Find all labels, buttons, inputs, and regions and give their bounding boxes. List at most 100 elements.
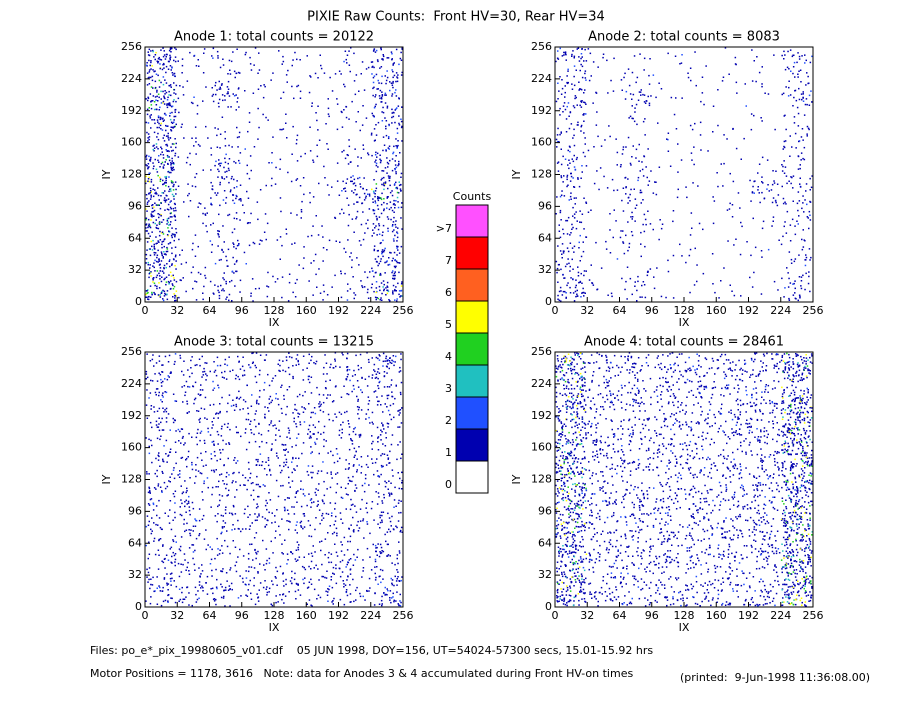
count-dot (575, 227, 578, 230)
count-dot (580, 88, 583, 91)
count-dot (776, 183, 779, 185)
count-dot (174, 235, 176, 238)
count-dot (310, 578, 312, 581)
count-dot (160, 195, 162, 197)
count-dot (325, 123, 327, 125)
count-dot (560, 132, 562, 134)
count-dot (159, 538, 162, 540)
count-dot (243, 369, 246, 372)
count-dot (378, 95, 381, 97)
count-dot (387, 137, 390, 140)
count-dot (382, 55, 385, 58)
count-dot (640, 191, 643, 194)
count-dot (210, 154, 213, 156)
count-dot (792, 105, 794, 107)
count-dot (168, 102, 171, 104)
count-dot (158, 155, 160, 157)
count-dot (566, 176, 568, 178)
count-dot (607, 92, 609, 94)
count-dot (383, 209, 385, 212)
count-dot (384, 117, 386, 119)
count-dot (211, 185, 214, 187)
count-dot (332, 600, 334, 602)
count-dot (146, 389, 148, 391)
count-dot (354, 454, 356, 457)
count-dot (392, 224, 394, 226)
count-dot (204, 442, 206, 444)
count-dot (622, 242, 625, 244)
count-dot (340, 424, 342, 426)
count-dot (167, 243, 170, 245)
count-dot (381, 595, 383, 598)
count-dot (211, 243, 213, 246)
count-dot (248, 244, 251, 247)
count-dot (590, 264, 592, 266)
count-dot (161, 528, 163, 531)
count-dot (165, 182, 167, 184)
count-dot (373, 209, 376, 212)
count-dot (556, 271, 558, 274)
count-dot (300, 520, 303, 523)
count-dot (147, 226, 149, 229)
count-dot (332, 454, 334, 457)
count-dot (275, 434, 277, 436)
count-dot (174, 490, 177, 492)
count-dot (371, 442, 373, 445)
count-dot (218, 494, 221, 496)
count-dot (797, 191, 800, 193)
count-dot (327, 413, 330, 416)
count-dot (578, 247, 580, 249)
count-dot (315, 494, 317, 496)
count-dot (234, 76, 236, 79)
count-dot (271, 443, 273, 445)
count-dot (371, 448, 373, 450)
count-dot (153, 540, 155, 542)
count-dot (247, 558, 250, 560)
count-dot (249, 543, 251, 546)
count-dot (223, 290, 225, 292)
count-dot (373, 363, 376, 366)
count-dot (159, 63, 161, 65)
count-dot (294, 558, 297, 560)
count-dot (257, 458, 259, 461)
count-dot (267, 459, 270, 461)
count-dot (782, 92, 785, 95)
count-dot (577, 178, 579, 180)
count-dot (385, 120, 388, 122)
count-dot (393, 600, 395, 603)
count-dot (589, 52, 592, 55)
count-dot (386, 372, 388, 374)
count-dot (308, 353, 310, 356)
count-dot (157, 115, 160, 117)
count-dot (691, 128, 694, 131)
count-dot (382, 149, 384, 152)
count-dot (384, 485, 387, 488)
count-dot (380, 258, 382, 260)
count-dot (379, 154, 381, 156)
x-tick-label: 64 (203, 609, 217, 622)
count-dot (569, 180, 572, 182)
count-dot (245, 528, 247, 530)
count-dot (289, 521, 291, 523)
count-dot (392, 80, 394, 83)
count-dot (798, 140, 801, 142)
count-dot (172, 539, 174, 541)
count-dot (310, 560, 313, 563)
count-dot (155, 191, 157, 194)
count-dot (386, 281, 389, 284)
count-dot (784, 54, 786, 56)
count-dot (146, 210, 148, 212)
count-dot (237, 519, 239, 522)
count-dot (216, 89, 218, 91)
count-dot (396, 80, 399, 83)
x-axis-label: IX (269, 316, 280, 329)
count-dot (168, 522, 171, 524)
count-dot (166, 104, 168, 106)
x-tick-label: 32 (580, 304, 594, 317)
count-dot (689, 67, 692, 69)
count-dot (192, 530, 194, 532)
count-dot (145, 404, 148, 406)
count-dot (150, 271, 152, 273)
count-dot (788, 251, 791, 253)
count-dot (211, 587, 214, 590)
